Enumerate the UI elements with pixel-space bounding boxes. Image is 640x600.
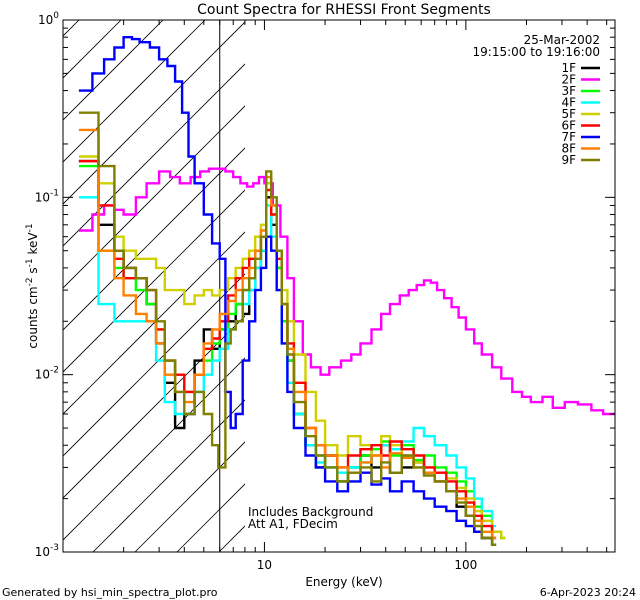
hatch-line: [63, 20, 164, 121]
hatch-line: [63, 21, 245, 205]
y-tick-label: 100: [38, 11, 59, 27]
hatch-line: [63, 189, 245, 373]
hatch-line: [63, 63, 245, 247]
hatch-line: [261, 0, 640, 552]
hatch-line: [63, 20, 206, 163]
legend-label: 8F: [561, 142, 576, 156]
legend-label: 5F: [561, 107, 576, 121]
x-axis-label: Energy (keV): [305, 575, 382, 589]
hatch-line: [63, 357, 245, 541]
legend-label: 1F: [561, 61, 576, 75]
x-tick-label: 10: [257, 558, 272, 572]
legend-label: 9F: [561, 153, 576, 167]
legend-label: 7F: [561, 130, 576, 144]
y-tick-label: 10-1: [35, 188, 59, 204]
observation-time-range: 19:15:00 to 19:16:00: [473, 45, 600, 59]
series-line-7F: [78, 36, 486, 540]
hatch-line: [134, 441, 245, 552]
hatch-line: [63, 147, 245, 331]
excluded-region-hatch: [0, 0, 640, 552]
hatch-line: [63, 273, 245, 457]
hatch-line: [63, 315, 245, 499]
legend-label: 3F: [561, 84, 576, 98]
y-axis: 100 10-1 10-2 10-3: [35, 11, 615, 559]
series-line-9F: [78, 111, 497, 546]
legend-label: 6F: [561, 119, 576, 133]
hatch-line: [63, 105, 245, 289]
legend-label: 4F: [561, 96, 576, 110]
hatch-line: [63, 20, 122, 79]
series-line-2F: [78, 167, 615, 416]
hatch-line: [92, 399, 245, 552]
y-axis-label: counts cm-2 s-1 keV-1: [25, 223, 40, 348]
background-note: Includes Background: [248, 505, 373, 519]
legend-label: 2F: [561, 73, 576, 87]
plot-frame: [62, 19, 616, 553]
y-tick-label: 10-3: [35, 543, 59, 559]
footer-timestamp: 6-Apr-2023 20:24: [540, 586, 636, 599]
observation-date: 25-Mar-2002: [524, 33, 600, 47]
footer-generator: Generated by hsi_min_spectra_plot.pro: [2, 586, 218, 599]
x-tick-label: 100: [454, 558, 477, 572]
chart-title: Count Spectra for RHESSI Front Segments: [197, 2, 491, 18]
hatch-line: [63, 231, 245, 415]
hatch-line: [0, 0, 83, 552]
series-group: [78, 36, 615, 546]
y-tick-label: 10-2: [35, 366, 59, 382]
x-axis: 10 100: [62, 20, 608, 572]
hatch-line: [63, 20, 80, 37]
attenuator-note: Att A1, FDecim: [248, 517, 338, 531]
